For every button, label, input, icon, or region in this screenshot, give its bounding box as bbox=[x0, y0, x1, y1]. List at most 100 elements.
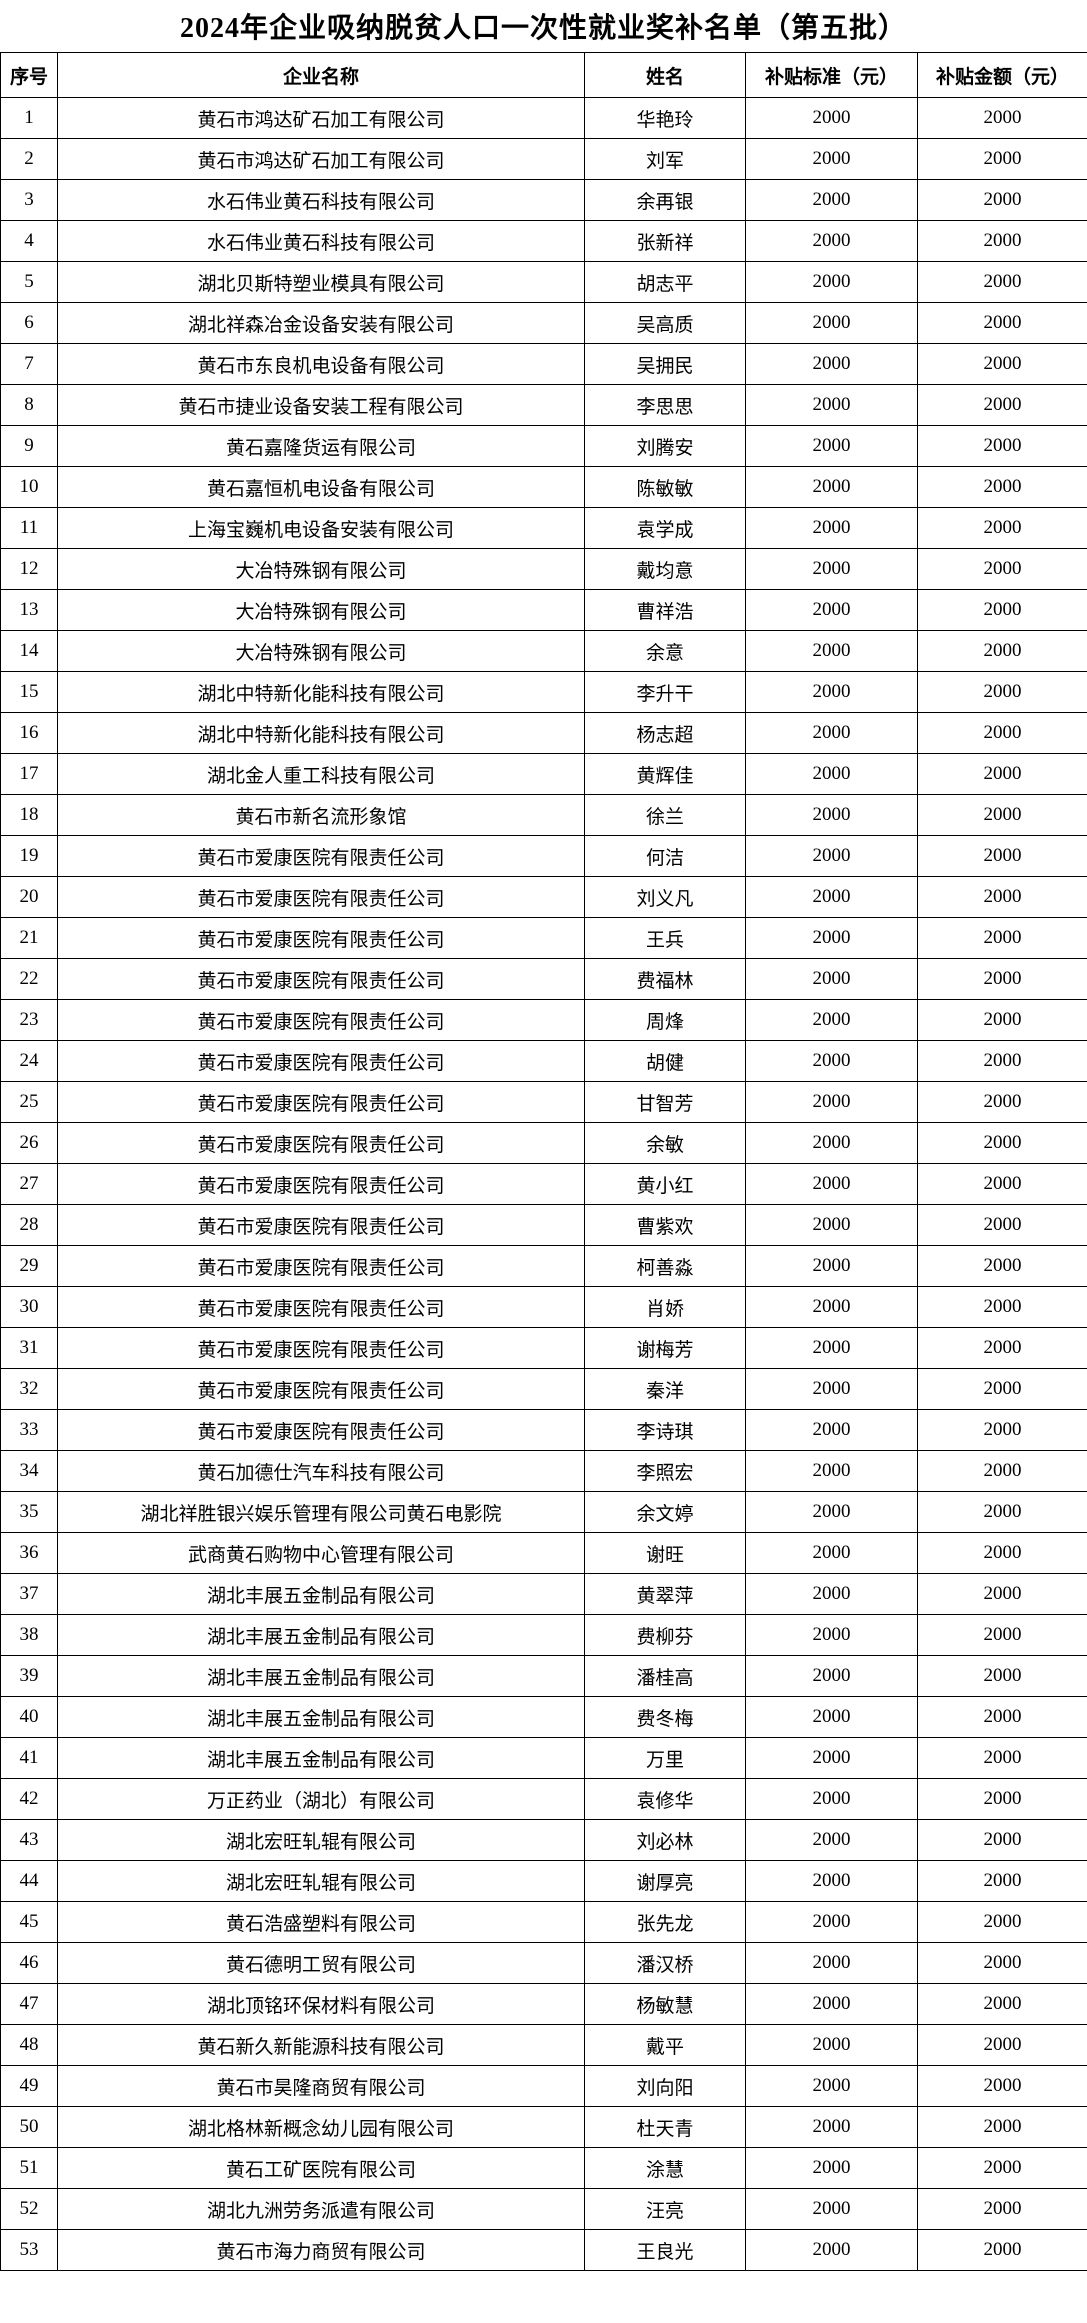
subsidy-standard: 2000 bbox=[745, 2106, 918, 2148]
subsidy-amount: 2000 bbox=[917, 671, 1087, 713]
subsidy-standard: 2000 bbox=[745, 1614, 918, 1656]
subsidy-amount: 2000 bbox=[917, 630, 1087, 672]
subsidy-amount: 2000 bbox=[917, 1819, 1087, 1861]
subsidy-standard: 2000 bbox=[745, 712, 918, 754]
person-name: 胡健 bbox=[584, 1040, 746, 1082]
subsidy-standard: 2000 bbox=[745, 425, 918, 467]
header-row: 序号 企业名称 姓名 补贴标准（元） 补贴金额（元） bbox=[0, 52, 1087, 98]
subsidy-amount: 2000 bbox=[917, 343, 1087, 385]
table-row: 20 黄石市爱康医院有限责任公司 刘义凡 2000 2000 bbox=[0, 876, 1087, 918]
table-row: 39 湖北丰展五金制品有限公司 潘桂高 2000 2000 bbox=[0, 1655, 1087, 1697]
table-row: 41 湖北丰展五金制品有限公司 万里 2000 2000 bbox=[0, 1737, 1087, 1779]
row-index: 46 bbox=[0, 1942, 58, 1984]
subsidy-standard: 2000 bbox=[745, 1491, 918, 1533]
company-name: 湖北中特新化能科技有限公司 bbox=[57, 671, 585, 713]
subsidy-standard: 2000 bbox=[745, 384, 918, 426]
row-index: 16 bbox=[0, 712, 58, 754]
subsidy-amount: 2000 bbox=[917, 876, 1087, 918]
subsidy-standard: 2000 bbox=[745, 1532, 918, 1574]
row-index: 42 bbox=[0, 1778, 58, 1820]
person-name: 李照宏 bbox=[584, 1450, 746, 1492]
company-name: 黄石市爱康医院有限责任公司 bbox=[57, 1286, 585, 1328]
column-header-index: 序号 bbox=[0, 52, 58, 98]
table-row: 42 万正药业（湖北）有限公司 袁修华 2000 2000 bbox=[0, 1778, 1087, 1820]
subsidy-amount: 2000 bbox=[917, 97, 1087, 139]
company-name: 湖北祥胜银兴娱乐管理有限公司黄石电影院 bbox=[57, 1491, 585, 1533]
company-name: 黄石嘉隆货运有限公司 bbox=[57, 425, 585, 467]
company-name: 黄石市爱康医院有限责任公司 bbox=[57, 1081, 585, 1123]
row-index: 45 bbox=[0, 1901, 58, 1943]
person-name: 戴均意 bbox=[584, 548, 746, 590]
company-name: 黄石市爱康医院有限责任公司 bbox=[57, 1204, 585, 1246]
row-index: 13 bbox=[0, 589, 58, 631]
subsidy-amount: 2000 bbox=[917, 220, 1087, 262]
subsidy-standard: 2000 bbox=[745, 917, 918, 959]
person-name: 陈敏敏 bbox=[584, 466, 746, 508]
person-name: 袁修华 bbox=[584, 1778, 746, 1820]
subsidy-amount: 2000 bbox=[917, 2065, 1087, 2107]
subsidy-standard: 2000 bbox=[745, 1901, 918, 1943]
person-name: 余文婷 bbox=[584, 1491, 746, 1533]
person-name: 王兵 bbox=[584, 917, 746, 959]
subsidy-standard: 2000 bbox=[745, 1081, 918, 1123]
subsidy-amount: 2000 bbox=[917, 1901, 1087, 1943]
row-index: 18 bbox=[0, 794, 58, 836]
row-index: 26 bbox=[0, 1122, 58, 1164]
person-name: 万里 bbox=[584, 1737, 746, 1779]
row-index: 35 bbox=[0, 1491, 58, 1533]
subsidy-standard: 2000 bbox=[745, 2065, 918, 2107]
company-name: 湖北金人重工科技有限公司 bbox=[57, 753, 585, 795]
table-row: 51 黄石工矿医院有限公司 涂慧 2000 2000 bbox=[0, 2147, 1087, 2189]
row-index: 52 bbox=[0, 2188, 58, 2230]
row-index: 22 bbox=[0, 958, 58, 1000]
subsidy-amount: 2000 bbox=[917, 835, 1087, 877]
table-row: 43 湖北宏旺轧辊有限公司 刘必林 2000 2000 bbox=[0, 1819, 1087, 1861]
person-name: 李思思 bbox=[584, 384, 746, 426]
company-name: 黄石市爱康医院有限责任公司 bbox=[57, 835, 585, 877]
company-name: 万正药业（湖北）有限公司 bbox=[57, 1778, 585, 1820]
table-row: 36 武商黄石购物中心管理有限公司 谢旺 2000 2000 bbox=[0, 1532, 1087, 1574]
subsidy-amount: 2000 bbox=[917, 1655, 1087, 1697]
person-name: 刘腾安 bbox=[584, 425, 746, 467]
subsidy-standard: 2000 bbox=[745, 2024, 918, 2066]
company-name: 水石伟业黄石科技有限公司 bbox=[57, 220, 585, 262]
table-row: 23 黄石市爱康医院有限责任公司 周烽 2000 2000 bbox=[0, 999, 1087, 1041]
subsidy-amount: 2000 bbox=[917, 1245, 1087, 1287]
subsidy-amount: 2000 bbox=[917, 794, 1087, 836]
company-name: 湖北宏旺轧辊有限公司 bbox=[57, 1819, 585, 1861]
table-row: 45 黄石浩盛塑料有限公司 张先龙 2000 2000 bbox=[0, 1901, 1087, 1943]
row-index: 44 bbox=[0, 1860, 58, 1902]
table-row: 44 湖北宏旺轧辊有限公司 谢厚亮 2000 2000 bbox=[0, 1860, 1087, 1902]
row-index: 10 bbox=[0, 466, 58, 508]
person-name: 汪亮 bbox=[584, 2188, 746, 2230]
row-index: 34 bbox=[0, 1450, 58, 1492]
table-row: 24 黄石市爱康医院有限责任公司 胡健 2000 2000 bbox=[0, 1040, 1087, 1082]
subsidy-amount: 2000 bbox=[917, 2147, 1087, 2189]
table-row: 4 水石伟业黄石科技有限公司 张新祥 2000 2000 bbox=[0, 220, 1087, 262]
person-name: 刘必林 bbox=[584, 1819, 746, 1861]
table-row: 7 黄石市东良机电设备有限公司 吴拥民 2000 2000 bbox=[0, 343, 1087, 385]
subsidy-amount: 2000 bbox=[917, 1286, 1087, 1328]
subsidy-amount: 2000 bbox=[917, 1040, 1087, 1082]
subsidy-amount: 2000 bbox=[917, 1942, 1087, 1984]
table-row: 6 湖北祥森冶金设备安装有限公司 吴高质 2000 2000 bbox=[0, 302, 1087, 344]
subsidy-standard: 2000 bbox=[745, 630, 918, 672]
row-index: 11 bbox=[0, 507, 58, 549]
company-name: 黄石德明工贸有限公司 bbox=[57, 1942, 585, 1984]
company-name: 黄石新久新能源科技有限公司 bbox=[57, 2024, 585, 2066]
table-row: 50 湖北格林新概念幼儿园有限公司 杜天青 2000 2000 bbox=[0, 2106, 1087, 2148]
row-index: 39 bbox=[0, 1655, 58, 1697]
column-header-subsidy-amount: 补贴金额（元） bbox=[917, 52, 1087, 98]
table-row: 53 黄石市海力商贸有限公司 王良光 2000 2000 bbox=[0, 2229, 1087, 2271]
subsidy-standard: 2000 bbox=[745, 1450, 918, 1492]
subsidy-amount: 2000 bbox=[917, 1163, 1087, 1205]
subsidy-standard: 2000 bbox=[745, 1573, 918, 1615]
subsidy-standard: 2000 bbox=[745, 507, 918, 549]
company-name: 黄石市爱康医院有限责任公司 bbox=[57, 876, 585, 918]
row-index: 33 bbox=[0, 1409, 58, 1451]
person-name: 涂慧 bbox=[584, 2147, 746, 2189]
row-index: 19 bbox=[0, 835, 58, 877]
row-index: 4 bbox=[0, 220, 58, 262]
table-row: 26 黄石市爱康医院有限责任公司 余敏 2000 2000 bbox=[0, 1122, 1087, 1164]
company-name: 湖北丰展五金制品有限公司 bbox=[57, 1655, 585, 1697]
